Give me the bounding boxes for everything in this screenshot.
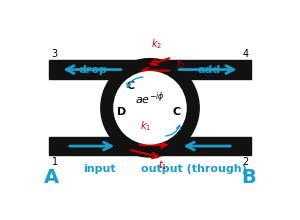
Circle shape [114,72,186,144]
Circle shape [101,59,199,157]
Text: 4: 4 [242,49,248,59]
Text: D: D [117,107,126,117]
Text: input: input [83,164,116,174]
Text: $k_1$: $k_1$ [140,119,151,132]
Text: add: add [197,64,221,75]
Text: A: A [44,168,59,187]
Text: drop: drop [79,64,108,75]
Text: B: B [241,168,256,187]
Text: output (through): output (through) [141,164,247,174]
Text: 3: 3 [52,49,58,59]
Bar [50,137,250,155]
Text: $t_1$: $t_1$ [158,159,168,172]
Text: C: C [172,107,180,117]
Bar [50,60,250,79]
Text: 1: 1 [52,157,58,167]
Text: C: C [126,81,134,91]
Text: $t_2$: $t_2$ [176,57,186,71]
Text: 2: 2 [242,157,248,167]
Text: $k_2$: $k_2$ [151,37,162,51]
Text: $ae^{-i\phi}$: $ae^{-i\phi}$ [135,91,165,107]
